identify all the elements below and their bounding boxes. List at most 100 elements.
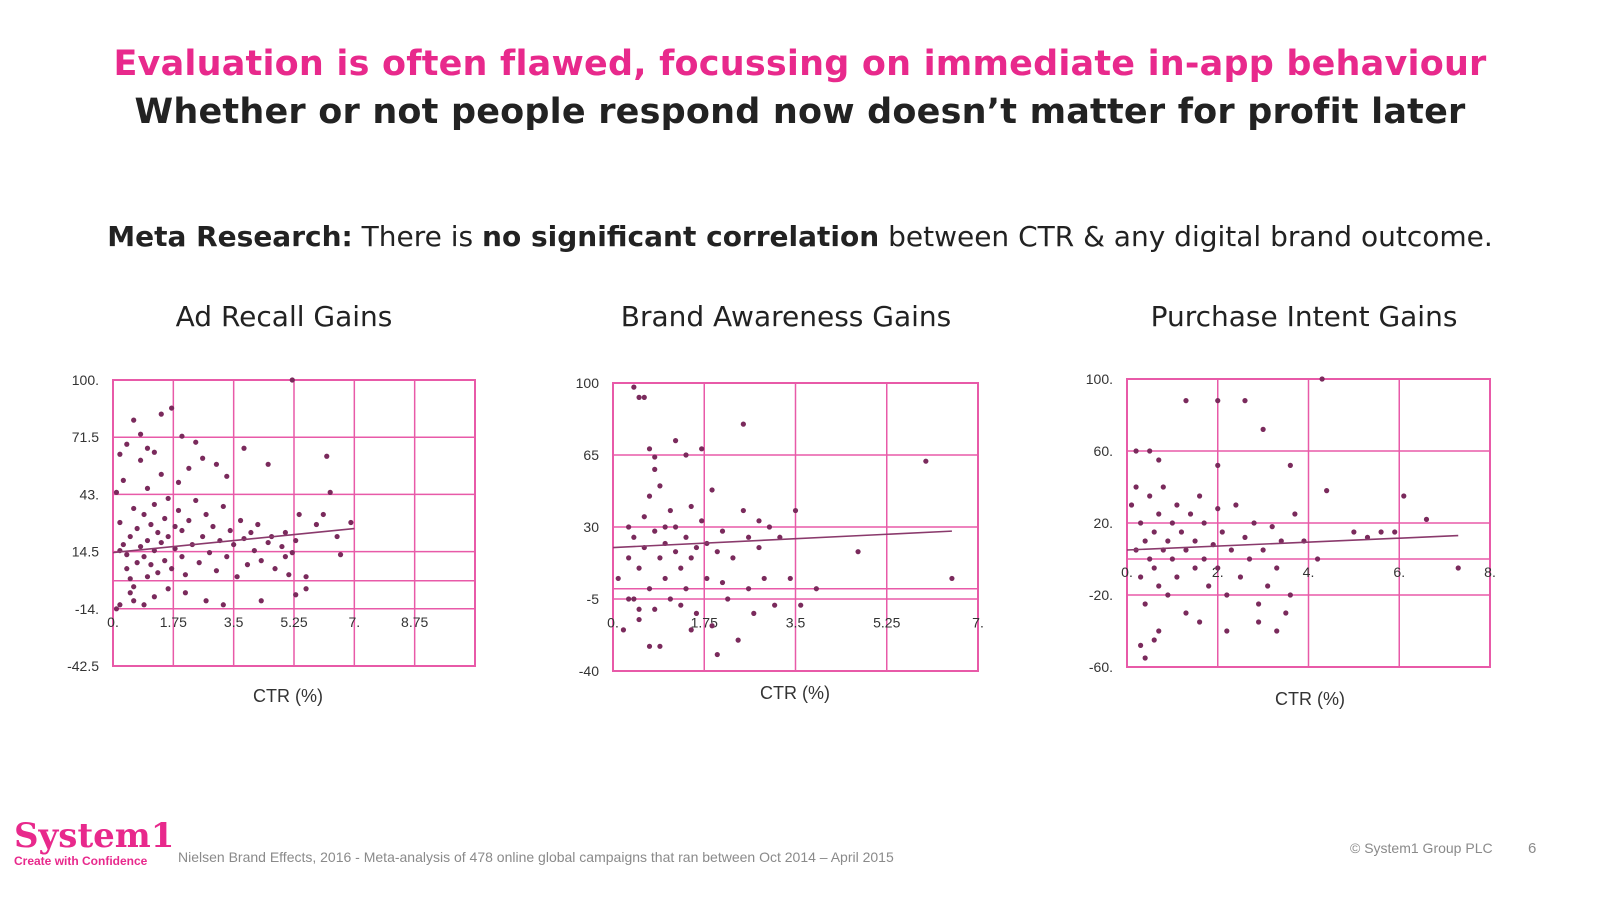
data-point	[127, 590, 133, 596]
y-tick-label: 71.5	[72, 429, 99, 445]
data-point	[646, 643, 653, 649]
data-point	[144, 537, 151, 544]
data-point	[923, 458, 929, 464]
x-tick-label: 5.25	[280, 614, 307, 630]
system1-logo: System1 Create with Confidence	[14, 818, 174, 868]
data-point	[203, 511, 209, 518]
data-point	[636, 606, 642, 612]
data-point	[1237, 574, 1244, 580]
data-point	[241, 445, 247, 451]
data-point	[227, 527, 233, 534]
data-point	[751, 610, 757, 616]
data-point	[688, 555, 694, 561]
data-point	[1224, 628, 1230, 634]
y-tick-label: -60.	[1089, 659, 1113, 675]
data-point	[127, 576, 133, 582]
data-point	[1401, 493, 1407, 499]
data-point	[265, 539, 271, 546]
lead-text-1: There is	[352, 220, 483, 253]
scatter-ad-recall: 100. 71.5 43. 14.5 -14. -42.5 0. 1.75 3.5 5.25 7. 8…	[67, 372, 476, 706]
data-point	[745, 534, 752, 540]
x-axis-label: CTR (%)	[1275, 689, 1345, 709]
data-point	[1215, 462, 1221, 468]
data-point	[1165, 538, 1171, 544]
data-point	[165, 533, 171, 540]
data-point	[1224, 592, 1230, 598]
slide-title: Evaluation is often flawed, focussing on…	[113, 44, 1487, 84]
data-point	[231, 541, 237, 548]
data-point	[293, 592, 299, 598]
lead-bold-meta: Meta Research:	[107, 220, 353, 253]
data-point	[688, 503, 694, 510]
data-point	[1147, 556, 1153, 562]
slide-subtitle: Whether or not people respond now doesn’…	[134, 92, 1466, 132]
data-point	[1292, 511, 1298, 517]
data-point	[137, 431, 144, 437]
data-point	[158, 471, 164, 477]
data-point	[1128, 502, 1135, 508]
data-point	[672, 549, 679, 555]
data-point	[693, 544, 700, 551]
data-point	[151, 501, 157, 508]
data-point	[740, 507, 746, 514]
data-point	[615, 575, 621, 582]
data-point	[220, 602, 226, 608]
x-tick-label: 4.	[1303, 564, 1315, 580]
y-tick-label: -20.	[1089, 587, 1113, 603]
data-point	[709, 487, 715, 493]
scatter-purchase-intent: 100. 60. 20. -20. -60. 0. 2. 4. 6. 8. CTR (%)	[1086, 371, 1496, 709]
data-point	[1151, 529, 1157, 535]
data-point	[224, 473, 230, 479]
data-point	[657, 483, 663, 489]
data-point	[855, 549, 861, 555]
data-point	[652, 606, 658, 612]
data-point	[1274, 565, 1280, 571]
data-point	[124, 566, 130, 572]
data-point	[714, 549, 720, 555]
data-point	[131, 584, 137, 590]
data-point	[699, 518, 705, 524]
data-point	[683, 452, 689, 458]
data-point	[766, 524, 773, 530]
data-point	[162, 515, 168, 522]
data-point	[134, 560, 140, 566]
data-point	[693, 610, 700, 616]
data-point	[193, 439, 199, 445]
lead-text-2: between CTR & any digital brand outcome.	[879, 220, 1493, 253]
data-point	[646, 493, 653, 499]
data-point	[792, 507, 799, 514]
data-point	[652, 528, 658, 534]
data-point	[248, 529, 254, 536]
data-point	[334, 533, 340, 540]
page-number: 6	[1528, 840, 1537, 857]
y-tick-label: 65	[583, 447, 599, 463]
data-point	[313, 521, 320, 528]
data-point	[158, 411, 164, 417]
source-citation: Nielsen Brand Effects, 2016 - Meta-analy…	[178, 849, 894, 865]
data-point	[303, 574, 309, 580]
lead-bold-correlation: no significant correlation	[482, 220, 880, 253]
data-point	[131, 417, 137, 423]
data-point	[144, 485, 151, 491]
chart-title-brand-awareness: Brand Awareness Gains	[620, 300, 952, 333]
data-point	[186, 517, 192, 524]
data-point	[141, 511, 147, 518]
data-point	[631, 384, 637, 390]
y-tick-label: -14.	[75, 601, 99, 617]
data-point	[131, 505, 137, 512]
data-point	[124, 441, 130, 447]
data-point	[131, 598, 137, 604]
x-tick-label: 3.5	[224, 614, 244, 630]
data-point	[620, 627, 627, 633]
data-point	[1156, 511, 1162, 517]
data-point	[672, 438, 679, 444]
data-point	[1215, 398, 1221, 404]
y-tick-label: 60.	[1094, 443, 1113, 459]
data-point	[646, 446, 653, 452]
data-point	[137, 543, 144, 550]
data-point	[1314, 556, 1321, 562]
y-tick-label: 14.5	[72, 544, 99, 560]
data-point	[730, 555, 736, 561]
data-point	[740, 421, 746, 427]
data-point	[169, 405, 175, 411]
